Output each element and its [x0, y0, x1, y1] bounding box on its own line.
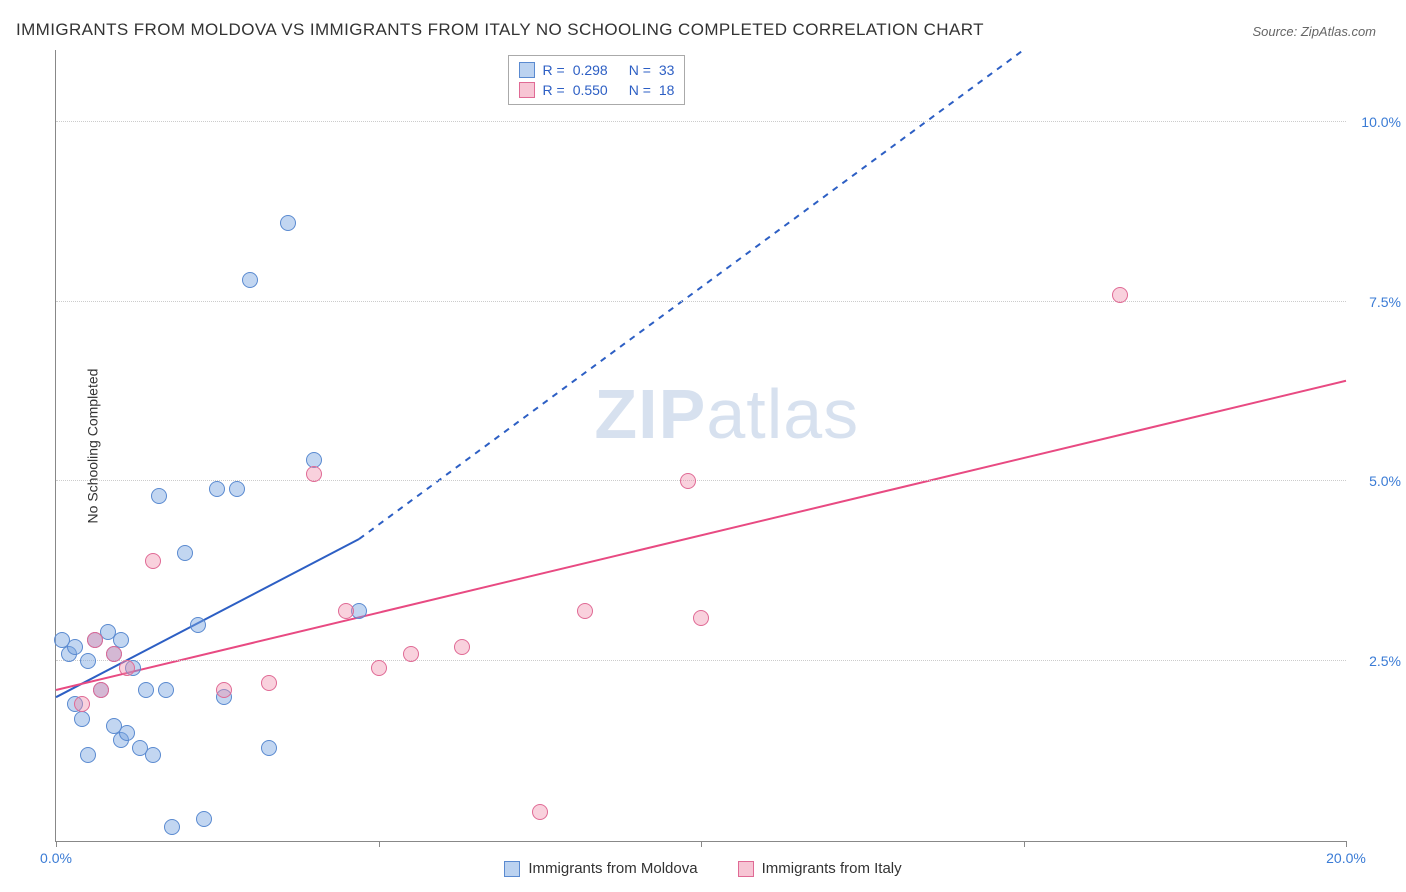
x-tick [701, 841, 702, 847]
data-point-italy [119, 660, 135, 676]
y-tick-label: 2.5% [1369, 653, 1401, 669]
n-value-italy: 18 [659, 82, 675, 98]
data-point-moldova [119, 725, 135, 741]
n-value-moldova: 33 [659, 62, 675, 78]
x-tick [1024, 841, 1025, 847]
chart-area: No Schooling Completed ZIPatlas R = 0.29… [55, 50, 1346, 842]
legend-label-moldova: Immigrants from Moldova [528, 860, 697, 877]
legend-swatch-italy [519, 82, 535, 98]
data-point-italy [577, 603, 593, 619]
chart-title: IMMIGRANTS FROM MOLDOVA VS IMMIGRANTS FR… [16, 20, 984, 40]
data-point-italy [306, 466, 322, 482]
data-point-moldova [190, 617, 206, 633]
watermark-zip: ZIP [594, 375, 706, 453]
data-point-italy [371, 660, 387, 676]
data-point-italy [145, 553, 161, 569]
gridline [56, 480, 1346, 481]
trend-lines [56, 50, 1346, 841]
legend-row-italy: R = 0.550 N = 18 [519, 80, 675, 100]
data-point-italy [216, 682, 232, 698]
chart-container: IMMIGRANTS FROM MOLDOVA VS IMMIGRANTS FR… [0, 0, 1406, 892]
data-point-moldova [209, 481, 225, 497]
watermark-atlas: atlas [706, 375, 859, 453]
data-point-italy [74, 696, 90, 712]
data-point-italy [338, 603, 354, 619]
data-point-italy [261, 675, 277, 691]
data-point-moldova [145, 747, 161, 763]
data-point-italy [680, 473, 696, 489]
y-tick-label: 7.5% [1369, 294, 1401, 310]
data-point-italy [93, 682, 109, 698]
n-label: N = [629, 82, 651, 98]
trend-line [359, 50, 1023, 539]
series-legend: Immigrants from Moldova Immigrants from … [0, 860, 1406, 877]
legend-swatch-moldova [519, 62, 535, 78]
legend-swatch-italy-bottom [738, 861, 754, 877]
y-tick-label: 5.0% [1369, 473, 1401, 489]
data-point-italy [454, 639, 470, 655]
legend-item-italy: Immigrants from Italy [738, 860, 902, 877]
trend-line [56, 381, 1346, 690]
data-point-italy [87, 632, 103, 648]
data-point-italy [532, 804, 548, 820]
gridline [56, 121, 1346, 122]
data-point-moldova [80, 653, 96, 669]
data-point-moldova [164, 819, 180, 835]
y-tick-label: 10.0% [1361, 114, 1401, 130]
data-point-moldova [261, 740, 277, 756]
data-point-moldova [80, 747, 96, 763]
data-point-italy [1112, 287, 1128, 303]
r-label: R = [543, 62, 565, 78]
data-point-moldova [196, 811, 212, 827]
data-point-moldova [151, 488, 167, 504]
data-point-moldova [177, 545, 193, 561]
data-point-moldova [280, 215, 296, 231]
x-tick [379, 841, 380, 847]
x-tick [56, 841, 57, 847]
data-point-moldova [158, 682, 174, 698]
n-label: N = [629, 62, 651, 78]
r-value-moldova: 0.298 [573, 62, 621, 78]
gridline [56, 660, 1346, 661]
source-attribution: Source: ZipAtlas.com [1252, 24, 1376, 39]
gridline [56, 301, 1346, 302]
data-point-italy [403, 646, 419, 662]
watermark: ZIPatlas [594, 374, 859, 454]
data-point-moldova [229, 481, 245, 497]
data-point-moldova [138, 682, 154, 698]
data-point-moldova [67, 639, 83, 655]
plot-region: ZIPatlas R = 0.298 N = 33 R = 0.550 N = … [55, 50, 1346, 842]
x-tick [1346, 841, 1347, 847]
correlation-legend: R = 0.298 N = 33 R = 0.550 N = 18 [508, 55, 686, 105]
legend-swatch-moldova-bottom [504, 861, 520, 877]
legend-row-moldova: R = 0.298 N = 33 [519, 60, 675, 80]
r-value-italy: 0.550 [573, 82, 621, 98]
legend-item-moldova: Immigrants from Moldova [504, 860, 697, 877]
data-point-italy [106, 646, 122, 662]
data-point-moldova [242, 272, 258, 288]
trend-line [56, 539, 359, 697]
data-point-italy [693, 610, 709, 626]
r-label: R = [543, 82, 565, 98]
data-point-moldova [74, 711, 90, 727]
legend-label-italy: Immigrants from Italy [762, 860, 902, 877]
